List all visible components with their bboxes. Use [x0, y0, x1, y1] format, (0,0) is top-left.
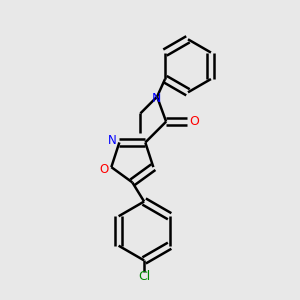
Text: N: N — [152, 92, 161, 105]
Text: Cl: Cl — [138, 270, 150, 283]
Text: O: O — [189, 115, 199, 128]
Text: O: O — [99, 163, 109, 176]
Text: N: N — [108, 134, 116, 148]
